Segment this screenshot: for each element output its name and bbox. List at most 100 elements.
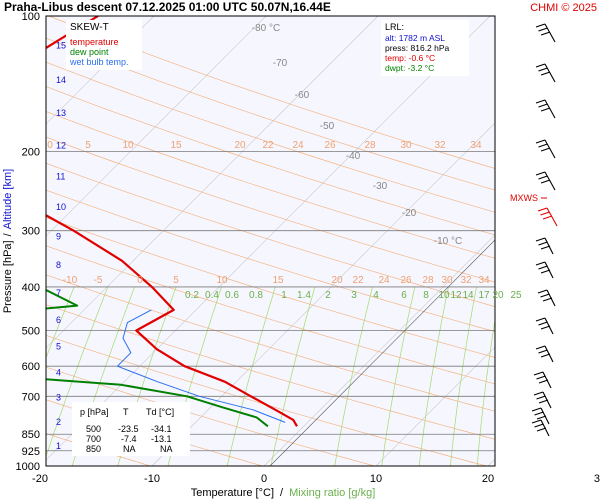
isotherm-label: -80 °C xyxy=(252,23,280,34)
altitude-tick-label: 11 xyxy=(56,172,65,182)
isotherm-line xyxy=(375,346,495,466)
altitude-tick-label: 14 xyxy=(56,75,66,85)
adiabat-label: 24 xyxy=(292,140,304,151)
wind-barb-feather xyxy=(538,265,548,270)
wind-barb-feather xyxy=(538,349,548,354)
wind-barb-feather xyxy=(535,345,546,350)
adiabat-label: -5 xyxy=(94,275,103,286)
wind-barb-feather xyxy=(538,67,548,72)
legend-item-wetbulb: wet bulb temp. xyxy=(69,57,129,67)
adiabat-label: 24 xyxy=(378,275,390,286)
mixing-ratio-label: 8 xyxy=(423,290,429,301)
adiabat-label: 32 xyxy=(434,140,446,151)
wind-barb-feather xyxy=(538,379,549,384)
altitude-tick-label: 6 xyxy=(56,315,61,325)
legend-item-temperature: temperature xyxy=(70,37,119,47)
wind-barb-feather xyxy=(533,371,544,376)
wind-barb-feather xyxy=(540,107,551,112)
wind-barb-staff xyxy=(544,139,556,159)
pressure-tick-label: 200 xyxy=(22,146,40,158)
temperature-tick-label: 30 xyxy=(594,473,600,485)
wind-barb-staff xyxy=(544,171,556,191)
dry-adiabat-line xyxy=(46,274,495,412)
wind-barb-staff xyxy=(544,23,556,43)
lrl-box xyxy=(381,20,469,76)
wind-barb xyxy=(535,99,556,119)
wind-barb-feather xyxy=(540,325,551,330)
isotherm-label: -30 xyxy=(373,181,388,192)
adiabat-label: 30 xyxy=(441,275,453,286)
pressure-tick-label: 850 xyxy=(22,429,40,441)
mixing-ratio-label: 1.4 xyxy=(297,290,311,301)
table-cell: NA xyxy=(123,444,136,454)
wind-barb-feather xyxy=(538,321,548,326)
lrl-pressure: press: 816.2 hPa xyxy=(385,43,450,53)
wind-barb xyxy=(535,63,556,83)
dry-adiabat-line xyxy=(46,162,495,307)
wind-barb xyxy=(531,419,550,437)
dry-adiabat-line xyxy=(46,245,495,385)
temperature-tick-label: 10 xyxy=(370,473,382,485)
mixing-ratio-label: 2 xyxy=(325,290,331,301)
mixing-ratio-label: 4 xyxy=(373,290,379,301)
altitude-tick-label: 12 xyxy=(56,140,66,150)
wind-barb xyxy=(537,207,558,227)
reference-line xyxy=(269,239,495,466)
dry-adiabat-line xyxy=(46,111,495,259)
mixing-ratio-label: 6 xyxy=(401,290,407,301)
adiabat-label: 34 xyxy=(478,275,490,286)
wind-barb-feather xyxy=(536,415,547,420)
temperature-profile-line xyxy=(46,16,298,427)
labels-layer: 1002003004005006007008509251000123456789… xyxy=(16,11,600,485)
wind-barb-feather xyxy=(538,399,549,404)
adiabat-label: 20 xyxy=(331,275,343,286)
adiabat-label: 10 xyxy=(216,275,228,286)
wind-barb-feather xyxy=(538,175,548,180)
isotherm-line xyxy=(46,16,267,237)
table-cell: 700 xyxy=(86,434,101,444)
altitude-tick-label: 2 xyxy=(56,417,61,427)
legend-box xyxy=(66,20,142,70)
wind-barb-feather xyxy=(534,411,544,416)
legend-item-dewpoint: dew point xyxy=(70,47,109,57)
mixing-ratio-label: 0.4 xyxy=(205,290,219,301)
isotherm-line xyxy=(46,16,491,461)
wind-barb xyxy=(531,407,550,425)
mixing-ratio-label: 0.6 xyxy=(225,290,239,301)
mixing-ratio-label: 1 xyxy=(281,290,287,301)
altitude-tick-label: 13 xyxy=(56,108,66,118)
altitude-tick-label: 9 xyxy=(56,232,61,242)
isotherm-label: -70 xyxy=(273,58,288,69)
adiabat-label: 22 xyxy=(352,275,364,286)
table-cell: NA xyxy=(160,444,173,454)
table-cell: -34.1 xyxy=(151,424,172,434)
wind-barb-feather xyxy=(536,375,546,380)
adiabat-label: 0 xyxy=(137,275,143,286)
mixing-ratio-line xyxy=(512,287,532,466)
isotherm-label: -10 °C xyxy=(434,236,462,247)
adiabat-label: 28 xyxy=(364,140,376,151)
wind-barb-staff xyxy=(544,99,556,119)
profiles-layer xyxy=(46,16,298,428)
adiabat-label: 10 xyxy=(122,140,134,151)
adiabat-label: 22 xyxy=(262,140,274,151)
lrl-temperature: temp: -0.6 °C xyxy=(385,53,435,63)
table-cell: -7.4 xyxy=(121,434,137,444)
wind-barb-feather xyxy=(538,27,548,32)
mixing-ratio-label: 10 xyxy=(438,290,450,301)
adiabat-label: 20 xyxy=(234,140,246,151)
wind-barb-feather xyxy=(540,31,551,36)
isotherm-line xyxy=(46,16,379,349)
isotherm-line xyxy=(487,458,495,466)
temperature-tick-label: -10 xyxy=(144,473,160,485)
adiabat-label: 28 xyxy=(422,275,434,286)
altitude-tick-label: 8 xyxy=(56,260,61,270)
chart-title: Praha-Libus descent 07.12.2025 01:00 UTC… xyxy=(4,0,331,14)
isotherm-label: -50 xyxy=(320,121,335,132)
table-header-p: p [hPa] xyxy=(80,407,109,417)
temperature-tick-label: 0 xyxy=(261,473,267,485)
wind-barb xyxy=(535,171,556,191)
dry-adiabat-line xyxy=(46,189,495,332)
adiabat-label: 5 xyxy=(85,140,91,151)
